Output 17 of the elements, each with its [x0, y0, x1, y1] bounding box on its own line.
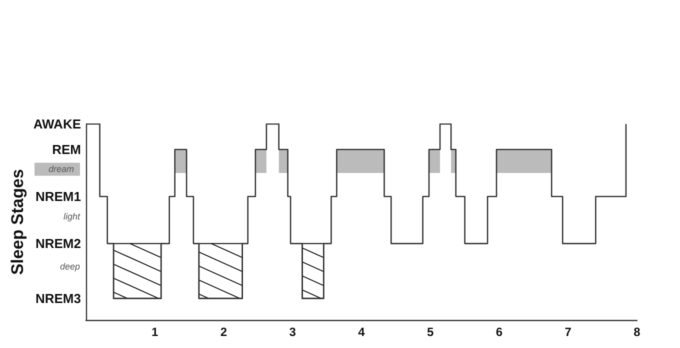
x-tick-label: 1 — [152, 325, 159, 339]
text: dream — [48, 164, 74, 174]
text: deep — [60, 262, 80, 272]
x-tick-label: 6 — [496, 325, 503, 339]
text: REM — [52, 142, 81, 157]
x-tick-label: 2 — [220, 325, 228, 339]
x-tick-label: 3 — [289, 325, 296, 339]
x-tick-label: 4 — [358, 325, 366, 339]
x-tick-label: 5 — [427, 325, 434, 339]
text: NREM2 — [35, 236, 81, 252]
x-tick-label: 7 — [564, 325, 572, 339]
y-axis-title: Sleep Stages — [8, 169, 27, 275]
text: light — [63, 211, 80, 222]
text: AWAKE — [33, 116, 82, 132]
x-tick-label: 8 — [634, 325, 641, 339]
text: NREM3 — [35, 290, 81, 306]
text: NREM1 — [35, 189, 81, 204]
